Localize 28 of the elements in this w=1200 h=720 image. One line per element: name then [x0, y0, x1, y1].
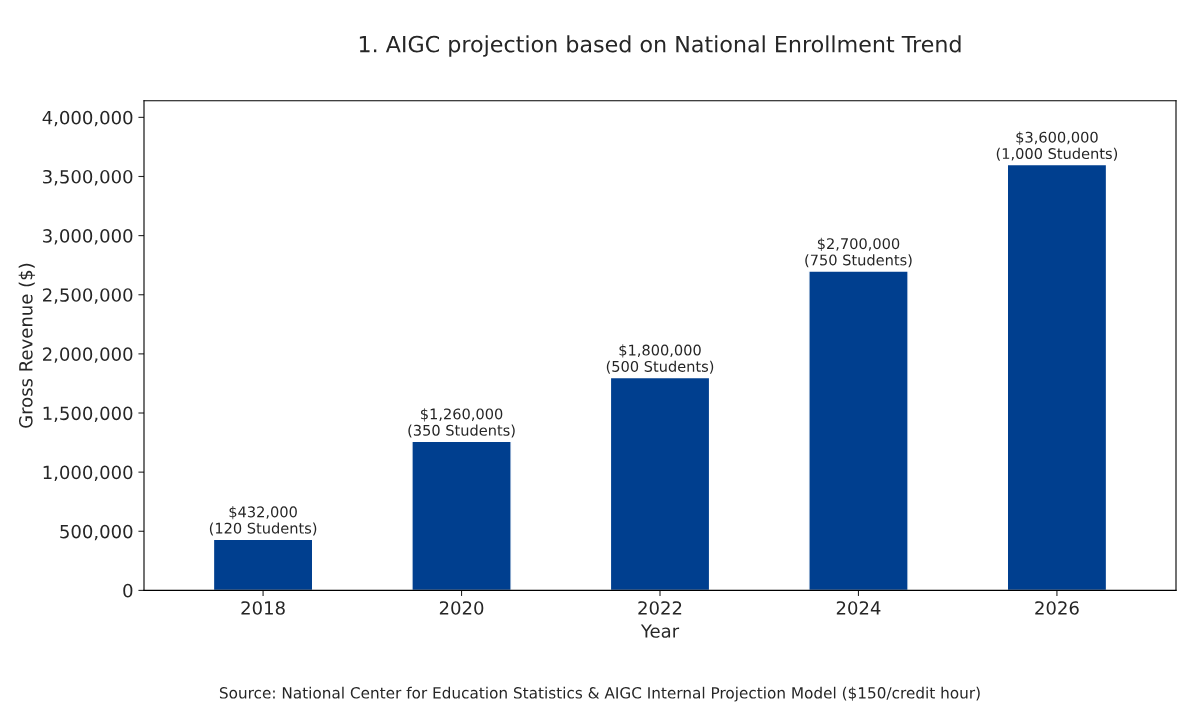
x-tick-label: 2020: [439, 601, 484, 615]
bar: [212, 538, 314, 591]
x-tick-label: 2026: [1035, 601, 1079, 615]
data-label: $3,600,000 (1,000 Students): [996, 131, 1118, 161]
y-tick-label: 3,000,000: [43, 229, 133, 245]
y-tick-label: 2,000,000: [43, 347, 133, 363]
y-axis-title: Gross Revenue ($): [18, 263, 36, 428]
y-tick-label: 1,000,000: [43, 465, 133, 482]
data-label: $1,800,000 (500 Students): [606, 344, 714, 374]
bar: [1006, 163, 1108, 591]
y-tick-label: 4,000,000: [42, 110, 133, 127]
y-tick-label: 3,500,000: [43, 169, 133, 186]
data-label: $432,000 (120 Students): [209, 506, 317, 536]
x-tick-label: 2024: [836, 601, 881, 615]
data-label: $1,260,000 (350 Students): [408, 408, 515, 438]
x-axis-title: Year: [640, 624, 680, 638]
y-tick-label: 500,000: [60, 524, 133, 541]
y-tick-label: 2,500,000: [43, 288, 133, 304]
bar: [411, 440, 512, 591]
source-note: Source: National Center for Education Statistics & AIGC Internal Projection Model ($150/credit hour): [219, 686, 980, 702]
x-tick-label: 2022: [638, 601, 682, 615]
data-label: $2,700,000 (750 Students): [805, 237, 912, 268]
bar: [808, 270, 909, 591]
x-tick-label: 2018: [241, 601, 285, 615]
y-tick-label: 0: [123, 583, 133, 598]
chart-title: 1. AIGC projection based on National Enrollment Trend: [359, 35, 961, 57]
y-tick-label: 1,500,000: [43, 406, 133, 422]
bar: [609, 376, 711, 591]
